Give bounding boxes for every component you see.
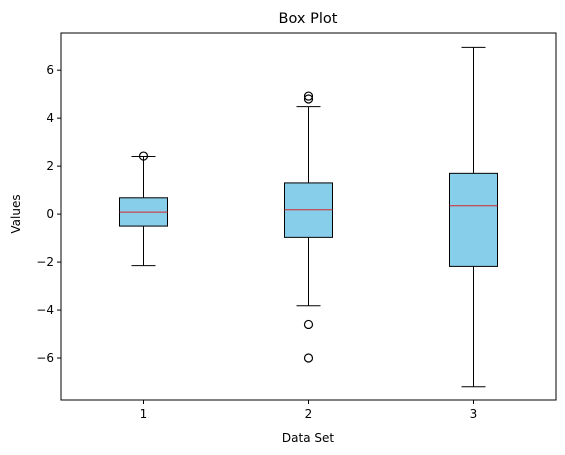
set-2-flier-2 (303, 91, 314, 101)
plot-frame (60, 32, 557, 401)
plot-area: 1 2 3 −6 −4 −2 0 2 4 6 (36, 32, 557, 421)
y-tick-label-2: 2 (46, 159, 54, 173)
set-1-flier-1 (138, 151, 149, 161)
set-2-flier-3 (303, 319, 314, 330)
y-tick-label-6: 6 (46, 63, 54, 77)
y-tick-label--6: −6 (36, 351, 54, 365)
y-axis-label: Values (9, 194, 23, 233)
y-tick-label-0: 0 (46, 207, 54, 221)
set-2-flier-4 (303, 353, 314, 363)
x-axis-label: Data Set (282, 431, 334, 445)
set-3-box (449, 172, 498, 267)
x-tick-label-2: 2 (305, 407, 313, 421)
x-tick-label-1: 1 (140, 407, 148, 421)
y-tick-label-4: 4 (46, 111, 54, 125)
y-tick-label--4: −4 (36, 303, 54, 317)
y-tick-label--2: −2 (36, 255, 54, 269)
x-tick-label-3: 3 (470, 407, 478, 421)
chart-title: Box Plot (279, 11, 338, 27)
set-2-flier-1 (303, 94, 314, 104)
